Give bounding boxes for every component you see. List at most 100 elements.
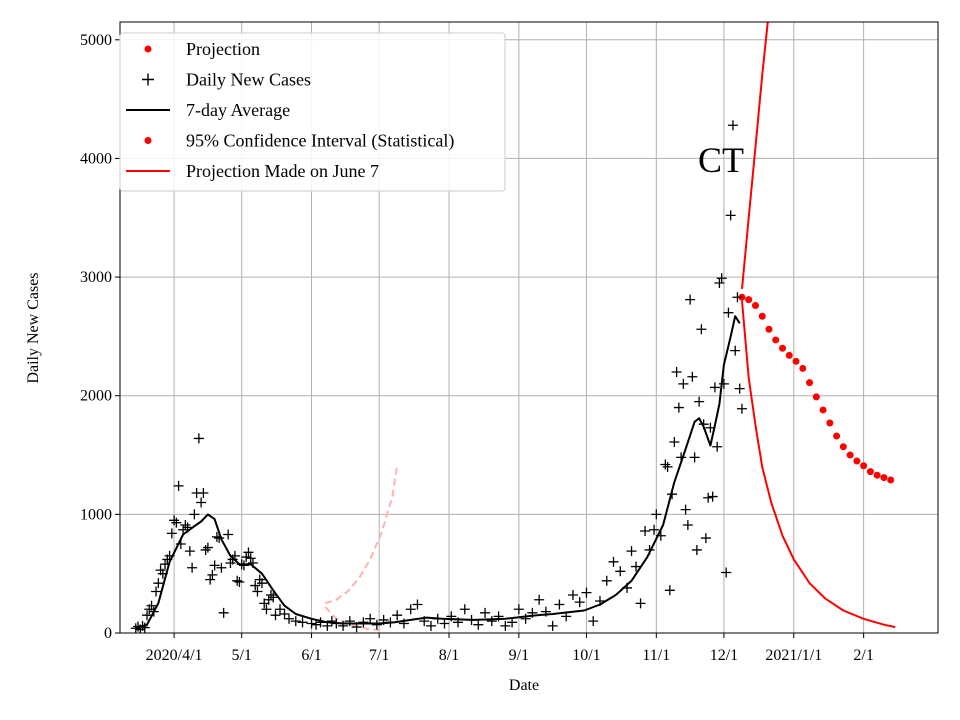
daily-case-point bbox=[322, 620, 333, 631]
daily-case-point bbox=[216, 562, 227, 573]
daily-case-point bbox=[705, 422, 716, 433]
x-tick-label: 5/1 bbox=[231, 647, 251, 664]
daily-case-point bbox=[520, 613, 531, 624]
daily-case-point bbox=[211, 531, 222, 542]
daily-case-point bbox=[439, 618, 450, 629]
legend-label: Projection bbox=[186, 39, 260, 59]
daily-case-point bbox=[712, 441, 723, 452]
projection-point bbox=[860, 462, 868, 470]
daily-case-point bbox=[651, 509, 662, 520]
daily-case-point bbox=[265, 590, 276, 601]
daily-case-point bbox=[631, 561, 642, 572]
daily-case-point bbox=[608, 556, 619, 567]
daily-case-point bbox=[263, 594, 274, 605]
daily-case-point bbox=[725, 210, 736, 221]
legend-label: 7-day Average bbox=[186, 100, 290, 120]
daily-case-point bbox=[175, 539, 186, 550]
daily-case-point bbox=[279, 609, 290, 620]
daily-case-point bbox=[187, 562, 198, 573]
daily-case-point bbox=[574, 597, 585, 608]
daily-case-point bbox=[392, 610, 403, 621]
x-tick-label: 12/1 bbox=[710, 647, 738, 664]
daily-case-point bbox=[662, 461, 673, 472]
daily-case-point bbox=[284, 613, 295, 624]
projection-point bbox=[745, 296, 753, 304]
projection-point bbox=[785, 351, 793, 359]
daily-case-point bbox=[554, 599, 565, 610]
daily-case-point bbox=[173, 480, 184, 491]
daily-case-point bbox=[169, 515, 180, 526]
projection-point bbox=[846, 451, 854, 459]
daily-case-point bbox=[673, 402, 684, 413]
daily-case-point bbox=[218, 607, 229, 618]
annotation-ct: CT bbox=[698, 140, 744, 180]
daily-case-point bbox=[691, 544, 702, 555]
daily-case-point bbox=[405, 604, 416, 615]
daily-case-point bbox=[425, 620, 436, 631]
daily-case-point bbox=[703, 492, 714, 503]
legend: Projection Daily New Cases 7-day Average 95… bbox=[119, 32, 506, 192]
x-tick-label: 7/1 bbox=[369, 647, 389, 664]
daily-case-point bbox=[480, 607, 491, 618]
daily-case-point bbox=[223, 529, 234, 540]
projection-point bbox=[751, 302, 759, 310]
daily-case-point bbox=[581, 587, 592, 598]
daily-case-point bbox=[139, 622, 150, 633]
daily-case-point bbox=[716, 273, 727, 284]
daily-case-point bbox=[344, 616, 355, 627]
daily-case-point bbox=[687, 371, 698, 382]
daily-case-point bbox=[649, 524, 660, 535]
daily-case-point bbox=[160, 559, 171, 570]
daily-case-point bbox=[247, 558, 258, 569]
daily-case-point bbox=[680, 504, 691, 515]
daily-case-point bbox=[306, 618, 317, 629]
daily-case-point bbox=[326, 616, 337, 627]
daily-case-point bbox=[202, 542, 213, 553]
legend-box bbox=[119, 32, 506, 192]
daily-case-point bbox=[669, 436, 680, 447]
daily-case-point bbox=[232, 575, 243, 586]
plot-frame bbox=[119, 21, 939, 634]
daily-case-point bbox=[229, 550, 240, 561]
y-tick-label: 3000 bbox=[80, 269, 112, 286]
daily-case-point bbox=[540, 606, 551, 617]
daily-case-point bbox=[398, 618, 409, 629]
daily-case-point bbox=[178, 524, 189, 535]
daily-case-point bbox=[671, 366, 682, 377]
y-tick-label: 5000 bbox=[80, 32, 112, 49]
projection-point bbox=[853, 457, 861, 465]
legend-marker-plus bbox=[142, 73, 154, 86]
daily-case-point bbox=[250, 580, 261, 591]
y-tick-label: 2000 bbox=[80, 388, 112, 405]
y-tick-label: 0 bbox=[104, 625, 112, 642]
daily-case-point bbox=[385, 617, 396, 628]
daily-case-point bbox=[311, 619, 322, 630]
daily-case-point bbox=[151, 586, 162, 597]
x-tick-label: 2/1 bbox=[853, 647, 873, 664]
daily-case-point bbox=[207, 569, 218, 580]
projection-point bbox=[772, 336, 780, 344]
daily-case-point bbox=[274, 604, 285, 615]
daily-case-point bbox=[734, 383, 745, 394]
daily-case-point bbox=[243, 547, 254, 558]
daily-case-point bbox=[727, 120, 738, 131]
x-tick-label: 10/1 bbox=[572, 647, 600, 664]
daily-case-point bbox=[730, 345, 741, 356]
daily-case-point bbox=[500, 620, 511, 631]
daily-case-point bbox=[664, 585, 675, 596]
daily-case-point bbox=[238, 560, 249, 571]
daily-case-point bbox=[189, 509, 200, 520]
daily-case-point bbox=[378, 614, 389, 625]
projection-point bbox=[819, 406, 827, 414]
daily-case-point bbox=[268, 592, 279, 603]
daily-case-point bbox=[626, 546, 637, 557]
daily-case-point bbox=[736, 403, 747, 414]
projection-point bbox=[880, 474, 888, 482]
series-line-95-confidence-interval-statistical bbox=[741, 300, 896, 629]
daily-case-point bbox=[527, 607, 538, 618]
daily-case-point bbox=[234, 576, 245, 587]
daily-case-point bbox=[588, 616, 599, 627]
daily-case-point bbox=[718, 378, 729, 389]
legend-label: 95% Confidence Interval (Statistical) bbox=[186, 131, 454, 152]
daily-case-point bbox=[297, 617, 308, 628]
